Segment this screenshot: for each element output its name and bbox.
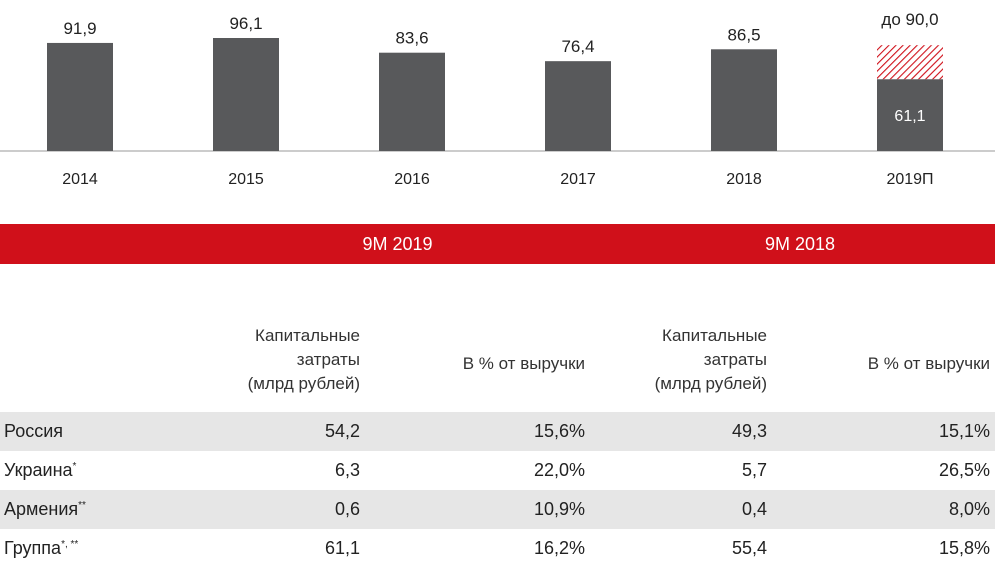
bar-value-label-2017: 76,4: [561, 37, 594, 56]
x-tick-label-2016: 2016: [394, 171, 430, 188]
period-header-9m-2018: 9M 2018: [764, 234, 836, 254]
bar-value-label-2016: 83,6: [395, 29, 428, 48]
pct-9m2019: 22,0%: [533, 460, 585, 480]
forecast-target-label: до 90,0: [881, 10, 938, 29]
bar-2017: [545, 61, 611, 151]
col-capex-2019: Капитальные затраты (млрд рублей): [247, 326, 360, 393]
column-headers: Капитальные затраты (млрд рублей) В % от…: [0, 264, 995, 412]
bar-2015: [213, 38, 279, 151]
x-tick-label-2019П: 2019П: [886, 171, 933, 188]
pct-9m2018: 26,5%: [938, 460, 990, 480]
table-row-russia: Россия 54,2 15,6% 49,3 15,1%: [0, 412, 995, 451]
capex-9m2019: 54,2: [324, 421, 360, 441]
capex-9m2018: 55,4: [731, 538, 767, 558]
capex-bar-chart: 91,9 2014 96,1 2015 83,6 2016 76,4 2017 86,5 2018…: [0, 10, 995, 188]
pct-9m2019: 16,2%: [533, 538, 585, 558]
capex-9m2019: 0,6: [334, 499, 360, 519]
bar-2014: [47, 42, 113, 151]
x-tick-label-2015: 2015: [228, 171, 264, 188]
capex-9m2019: 61,1: [324, 538, 360, 558]
bar-2019П: [877, 79, 943, 151]
col-pct-2018: В % от выручки: [867, 354, 990, 373]
period-header-band: 9M 2019 9M 2018: [0, 224, 995, 264]
x-tick-label-2018: 2018: [726, 171, 762, 188]
period-header-9m-2019: 9M 2019: [362, 234, 433, 254]
table-row-ukraine: Украина* 6,3 22,0% 5,7 26,5%: [0, 451, 995, 490]
bar-value-label-2018: 86,5: [727, 25, 760, 44]
row-label: Украина*: [4, 460, 77, 480]
pct-9m2018: 15,1%: [938, 421, 990, 441]
col-pct-2019: В % от выручки: [462, 354, 585, 373]
pct-9m2018: 8,0%: [948, 499, 990, 519]
bar-value-label-2015: 96,1: [229, 14, 262, 33]
pct-9m2019: 10,9%: [533, 499, 585, 519]
bar-value-label-2019П: 61,1: [894, 108, 925, 125]
row-label: Россия: [4, 421, 64, 441]
capex-table: 9M 2019 9M 2018 Капитальные затраты (млр…: [0, 224, 995, 568]
capex-9m2019: 6,3: [334, 460, 360, 480]
forecast-hatch-2019П: [877, 45, 943, 80]
pct-9m2019: 15,6%: [533, 421, 585, 441]
capex-9m2018: 5,7: [741, 460, 767, 480]
bar-2016: [379, 52, 445, 152]
col-capex-2018: Капитальные затраты (млрд рублей): [654, 326, 767, 393]
bar-value-label-2014: 91,9: [63, 19, 96, 38]
table-row-armenia: Армения** 0,6 10,9% 0,4 8,0%: [0, 490, 995, 529]
row-label: Группа*, **: [4, 538, 79, 558]
row-label: Армения**: [4, 499, 86, 519]
capex-9m2018: 0,4: [741, 499, 767, 519]
capex-9m2018: 49,3: [731, 421, 767, 441]
x-tick-label-2014: 2014: [62, 171, 98, 188]
bar-2018: [711, 49, 777, 152]
table-row-group: Группа*, ** 61,1 16,2% 55,4 15,8%: [0, 529, 995, 568]
x-tick-label-2017: 2017: [560, 171, 596, 188]
pct-9m2018: 15,8%: [938, 538, 990, 558]
